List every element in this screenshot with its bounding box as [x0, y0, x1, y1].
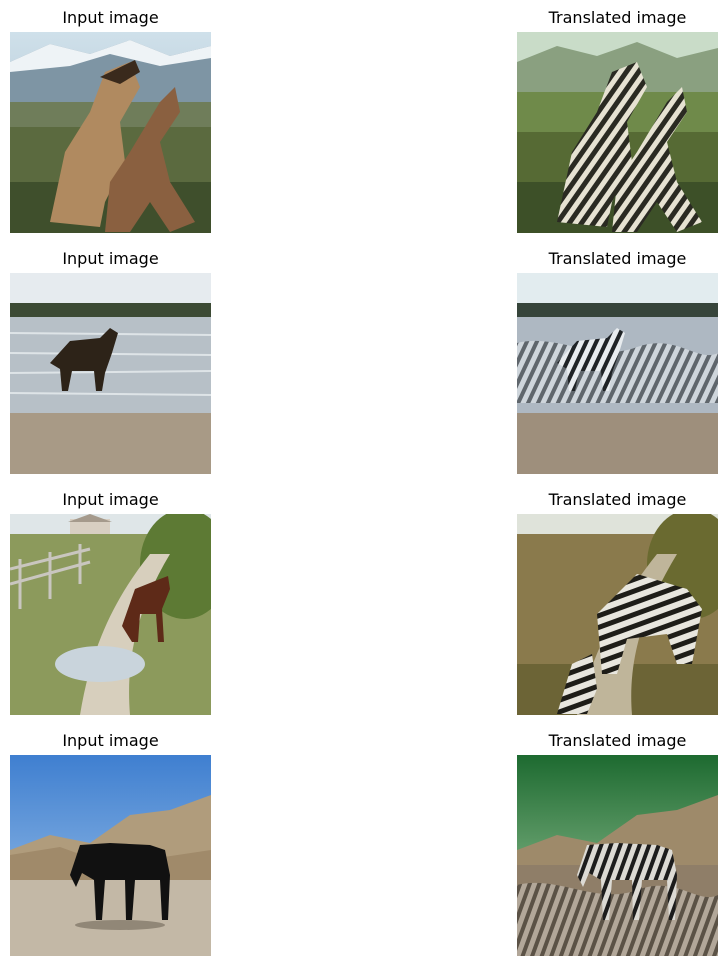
output-title-3: Translated image [548, 490, 687, 509]
input-image-3 [10, 514, 211, 715]
input-title-3: Input image [62, 490, 159, 509]
output-image-4 [517, 755, 718, 956]
output-title-2: Translated image [548, 249, 687, 268]
input-title-1: Input image [62, 8, 159, 27]
output-image-3 [517, 514, 718, 715]
output-image-2 [517, 273, 718, 474]
input-title-2: Input image [62, 249, 159, 268]
input-image-2 [10, 273, 211, 474]
input-image-1 [10, 32, 211, 233]
output-title-1: Translated image [548, 8, 687, 27]
output-title-4: Translated image [548, 731, 687, 750]
input-image-4 [10, 755, 211, 956]
output-image-1 [517, 32, 718, 233]
input-title-4: Input image [62, 731, 159, 750]
